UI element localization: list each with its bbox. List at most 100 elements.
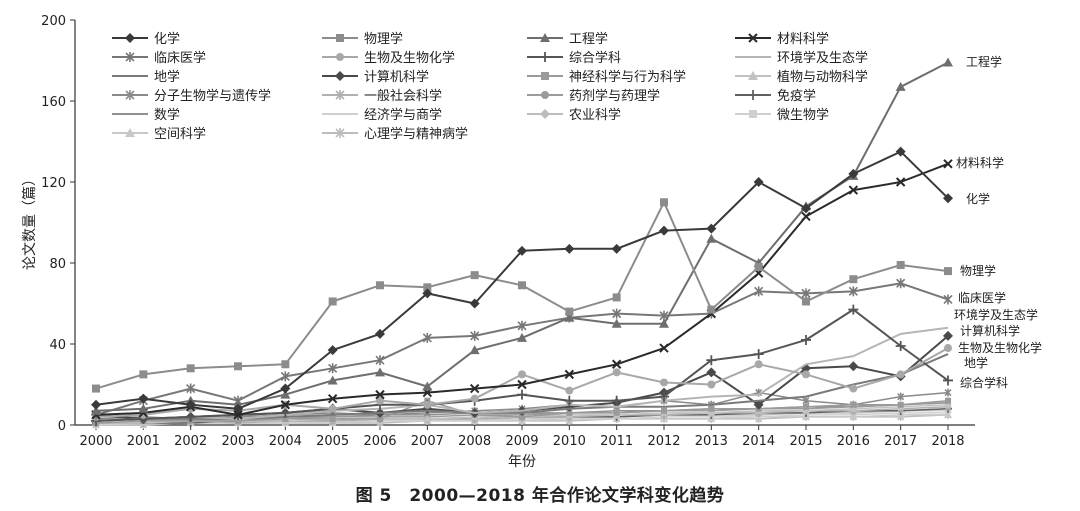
x-tick-label: 2000: [79, 434, 112, 449]
data-point: [517, 389, 527, 400]
data-point: [895, 146, 906, 157]
data-point: [849, 275, 858, 284]
legend-label: 神经科学与行为科学: [569, 69, 686, 85]
legend-item: 植物与动物科学: [735, 69, 868, 85]
data-point: [186, 364, 195, 373]
legend-swatch-marker: [540, 52, 550, 62]
data-point: [564, 395, 575, 406]
data-point: [944, 267, 952, 276]
legend-label: 工程学: [569, 31, 608, 47]
data-point: [185, 411, 196, 422]
legend-item: 经济学与商学: [322, 107, 442, 123]
legend-swatch-marker: [125, 52, 135, 62]
data-point: [708, 405, 715, 412]
data-point: [469, 298, 480, 309]
data-point: [470, 271, 479, 280]
data-point: [611, 395, 622, 406]
legend-item: 材料科学: [735, 31, 829, 47]
legend-item: 微生物学: [735, 107, 829, 123]
data-point: [848, 168, 859, 179]
data-point: [328, 404, 337, 413]
legend-item: 空间科学: [112, 126, 206, 142]
data-point: [280, 371, 290, 382]
legend-label: 空间科学: [154, 126, 206, 142]
data-point: [707, 380, 716, 389]
legend-item: 心理学与精神病学: [322, 126, 468, 142]
data-point: [328, 363, 338, 374]
series-end-label: 综合学科: [960, 375, 1008, 390]
x-tick-label: 2006: [363, 434, 396, 449]
data-point: [612, 293, 621, 302]
legend-label: 材料科学: [777, 31, 829, 47]
legend-item: 工程学: [527, 31, 608, 47]
data-point: [422, 288, 433, 299]
data-point: [943, 330, 953, 341]
data-point: [564, 243, 575, 254]
legend-label: 计算机科学: [364, 69, 429, 85]
data-point: [895, 341, 906, 352]
x-tick-label: 2014: [742, 434, 775, 449]
data-point: [92, 384, 100, 393]
data-point: [945, 397, 951, 404]
legend-label: 环境学及生态学: [777, 50, 868, 66]
data-point: [422, 332, 432, 343]
data-point: [280, 389, 291, 399]
series-line: [95, 150, 949, 410]
series-end-label: 工程学: [966, 54, 1002, 69]
data-point: [707, 305, 716, 314]
data-point: [469, 383, 480, 394]
data-point: [470, 394, 479, 403]
series-line: [95, 201, 949, 390]
x-tick-label: 2008: [458, 434, 491, 449]
series-end-label: 环境学及生态学: [954, 307, 1038, 322]
data-point: [801, 203, 811, 214]
data-point: [848, 286, 858, 297]
data-point: [423, 400, 432, 409]
x-tick-label: 2016: [837, 434, 870, 449]
x-tick-label: 2001: [127, 434, 160, 449]
x-tick-label: 2004: [269, 434, 302, 449]
x-tick-label: 2012: [647, 434, 680, 449]
data-point: [565, 386, 574, 395]
legend-swatch-marker: [125, 33, 135, 43]
data-point: [519, 413, 525, 420]
data-point: [327, 345, 338, 356]
data-point: [470, 330, 480, 341]
legend-item: 分子生物学与遗传学: [112, 88, 271, 104]
data-point: [706, 223, 717, 234]
data-point: [659, 225, 669, 236]
x-tick-label: 2005: [316, 434, 349, 449]
series-1: [91, 146, 953, 414]
data-point: [754, 263, 763, 272]
legend-swatch-marker: [748, 33, 758, 43]
data-point: [897, 401, 904, 408]
data-point: [517, 379, 527, 390]
data-point: [517, 320, 527, 331]
data-point: [611, 243, 622, 254]
data-point: [897, 392, 905, 401]
data-point: [517, 332, 527, 342]
legend-swatch-marker: [748, 90, 758, 100]
data-point: [706, 367, 717, 378]
data-point: [896, 278, 906, 289]
data-point: [185, 399, 196, 410]
data-point: [849, 404, 858, 412]
series-end-label: 临床医学: [958, 290, 1006, 305]
y-tick-label: 200: [41, 14, 66, 29]
x-tick-label: 2011: [600, 434, 633, 449]
series-end-label: 化学: [966, 191, 990, 206]
data-point: [517, 245, 527, 256]
data-point: [280, 400, 291, 410]
legend-swatch-marker: [336, 34, 344, 42]
series-end-label: 生物及生物化学: [958, 340, 1042, 355]
data-point: [754, 360, 763, 369]
y-tick-label: 40: [49, 338, 66, 353]
data-point: [235, 417, 241, 424]
x-tick-label: 2013: [695, 434, 728, 449]
data-point: [895, 177, 906, 187]
data-point: [660, 198, 668, 207]
x-tick-label: 2007: [411, 434, 444, 449]
data-point: [186, 383, 196, 394]
data-point: [375, 328, 385, 339]
